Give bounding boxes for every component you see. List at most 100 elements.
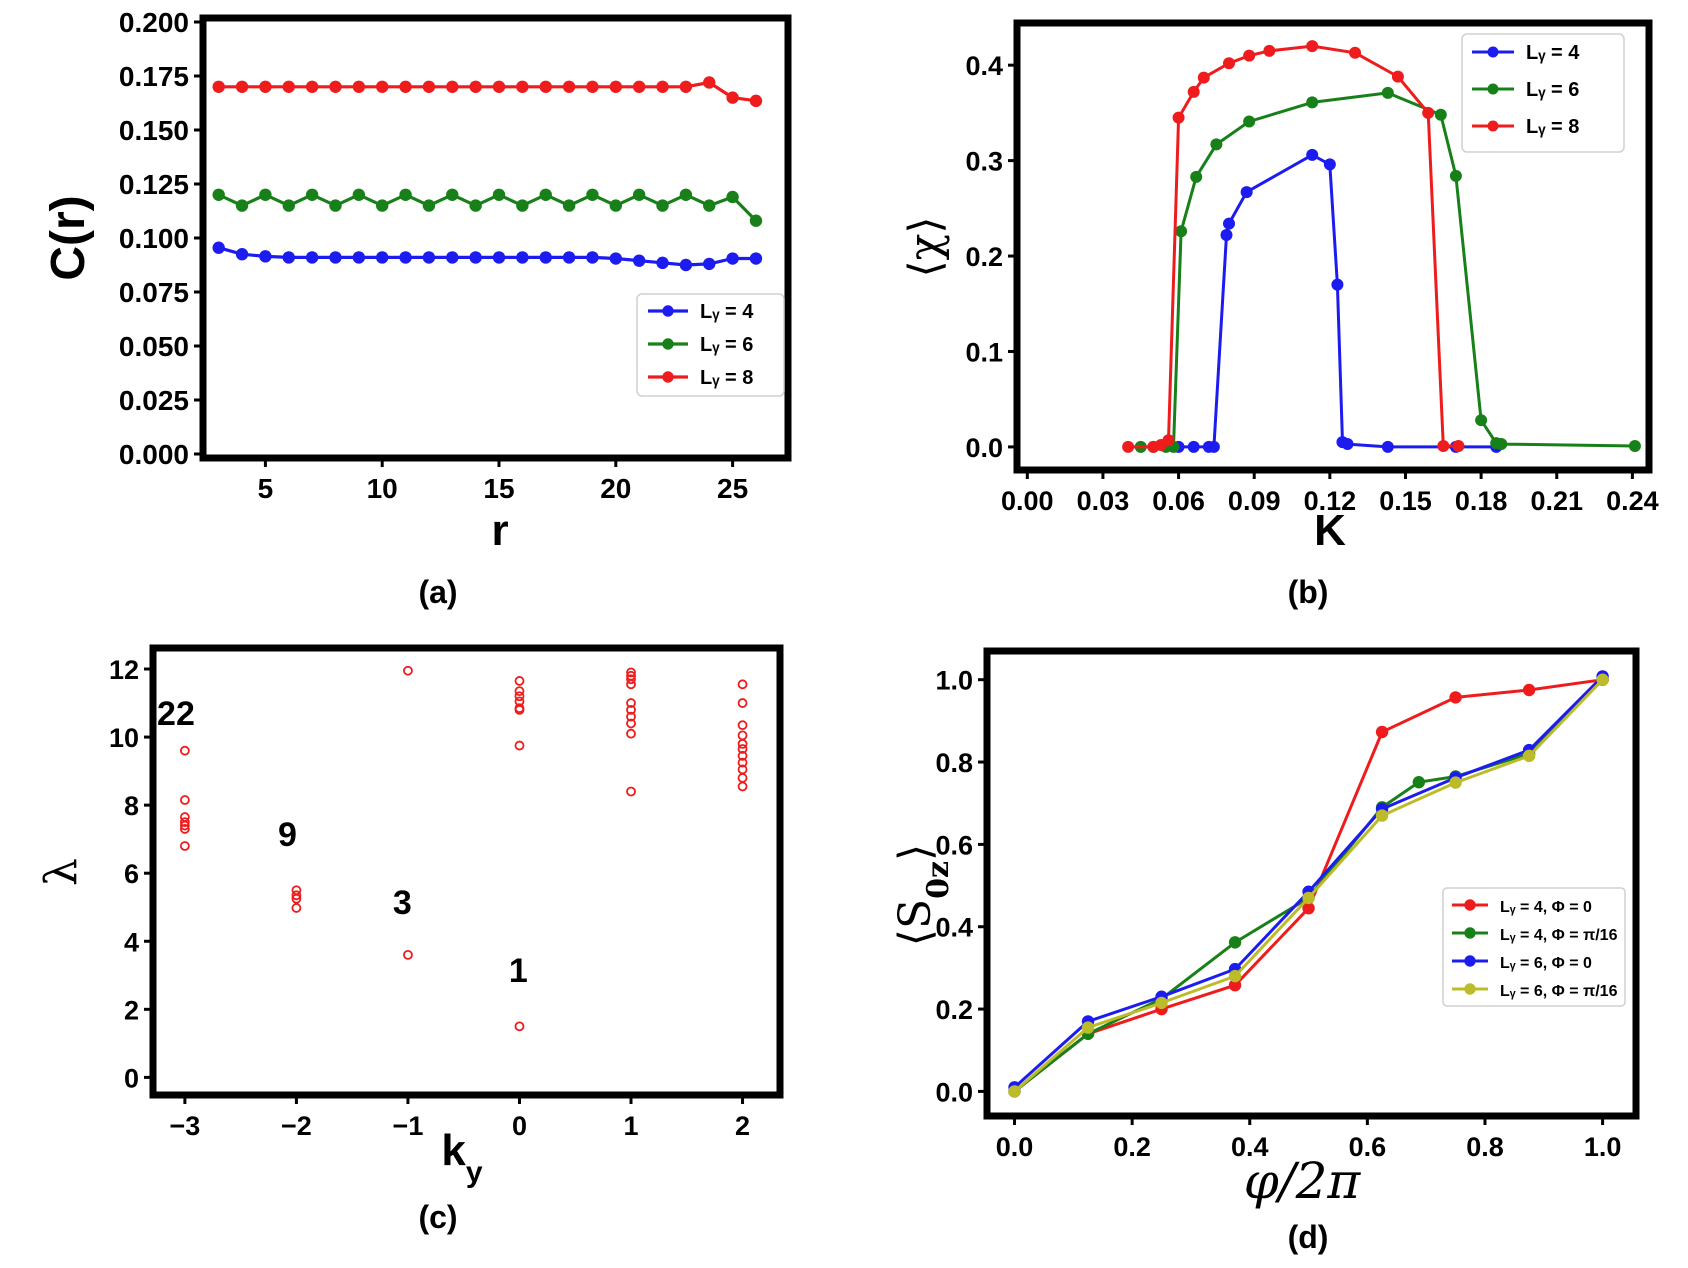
data-point <box>1452 439 1465 452</box>
series-3 <box>212 76 763 108</box>
data-point <box>562 80 576 94</box>
legend-label: Lᵧ = 6, Φ = π/16 <box>1500 983 1618 1000</box>
x-tick-label: 0.2 <box>1113 1132 1151 1162</box>
y-tick-label: 0.4 <box>965 51 1003 81</box>
panel-b-ticks: 0.00 0.03 0.06 0.09 0.12 0.15 0.18 0.21 0.24 0.0 0… <box>965 51 1658 516</box>
x-tick-label: 0.15 <box>1379 486 1432 516</box>
data-point <box>1302 902 1315 915</box>
data-point <box>235 80 249 94</box>
x-tick-label: 0.00 <box>1001 486 1054 516</box>
x-tick-label: 15 <box>483 473 514 504</box>
data-point <box>626 679 636 690</box>
data-point <box>469 251 482 264</box>
x-tick-label: 0.6 <box>1349 1132 1387 1162</box>
data-point <box>291 903 302 913</box>
panel-d-frame <box>983 647 1640 1120</box>
data-point <box>1228 936 1242 949</box>
data-point <box>586 80 599 94</box>
y-tick-label: 0.6 <box>935 830 973 860</box>
data-point <box>446 251 459 264</box>
data-point <box>679 80 693 94</box>
data-point <box>679 258 693 272</box>
data-point <box>1306 96 1319 109</box>
data-point <box>352 80 366 94</box>
y-tick-label: 0.075 <box>119 277 189 308</box>
data-point <box>1302 891 1315 905</box>
panel-c-marks <box>179 665 748 1032</box>
data-point <box>1331 278 1344 291</box>
data-point <box>1223 57 1235 70</box>
data-point <box>1187 440 1200 453</box>
x-tick-label: −1 <box>393 1111 424 1141</box>
data-point <box>1207 440 1220 453</box>
data-point <box>1341 438 1354 451</box>
panel-b-xlabel: K <box>1314 506 1346 555</box>
data-point <box>1522 749 1536 763</box>
degeneracy-label: 22 <box>157 695 195 733</box>
panel-b: 0.00 0.03 0.06 0.09 0.12 0.15 0.18 0.21 0.24 0.0 0… <box>900 19 1659 610</box>
data-point <box>179 824 190 834</box>
data-point <box>514 1021 525 1032</box>
legend-label: Lᵧ = 4, Φ = π/16 <box>1500 927 1618 944</box>
legend-label: Lᵧ = 6 <box>1526 79 1579 101</box>
data-point <box>329 251 342 264</box>
data-point <box>259 250 272 263</box>
legend-swatch-marker <box>662 305 674 317</box>
data-point <box>492 188 506 201</box>
x-tick-label: 25 <box>717 473 748 504</box>
data-point <box>586 251 599 264</box>
data-point <box>632 188 646 201</box>
degeneracy-label: 3 <box>393 884 412 922</box>
data-point <box>726 252 739 265</box>
x-tick-label: 0.8 <box>1466 1132 1504 1162</box>
data-point <box>514 704 525 715</box>
panel-a-ylabel: C(r) <box>42 195 95 280</box>
legend-label: Lᵧ = 6 <box>700 334 753 356</box>
data-point <box>626 698 636 708</box>
panel-b-caption: (b) <box>1288 574 1329 610</box>
data-point <box>1243 49 1256 62</box>
panel-a-caption: (a) <box>418 574 457 610</box>
data-point <box>259 80 272 94</box>
data-point <box>749 214 763 227</box>
data-point <box>446 188 459 201</box>
y-tick-label: 0.025 <box>119 385 189 416</box>
series-2 <box>212 188 763 227</box>
data-point <box>305 251 319 264</box>
data-point <box>1306 40 1319 53</box>
data-point <box>737 773 748 783</box>
data-point <box>469 80 482 94</box>
degeneracy-label: 9 <box>278 816 297 854</box>
panel-c-xlabel: ky <box>441 1126 482 1189</box>
legend-label: Lᵧ = 6, Φ = 0 <box>1500 955 1592 972</box>
y-tick-label: 1.0 <box>935 666 973 696</box>
data-point <box>422 80 436 94</box>
data-point <box>399 80 412 94</box>
panel-b-frame <box>1013 19 1653 474</box>
data-point <box>1391 70 1404 83</box>
legend-label: Lᵧ = 4 <box>1526 42 1580 64</box>
data-point <box>399 251 412 264</box>
data-point <box>1162 434 1175 447</box>
x-tick-label: 0.4 <box>1231 1132 1269 1162</box>
y-tick-label: 4 <box>124 927 139 957</box>
data-point <box>626 718 636 729</box>
legend-label: Lᵧ = 8 <box>1526 116 1579 138</box>
data-point <box>609 80 623 94</box>
data-point <box>586 188 599 201</box>
y-tick-label: 0.0 <box>935 1077 973 1107</box>
data-point <box>749 252 763 265</box>
data-point <box>259 188 272 201</box>
legend-label: Lᵧ = 8 <box>700 367 753 389</box>
data-point <box>212 188 225 201</box>
panel-a-legend: Lᵧ = 4 Lᵧ = 6 Lᵧ = 8 <box>636 293 785 397</box>
data-point <box>1210 138 1223 151</box>
data-point <box>539 251 552 264</box>
degeneracy-label: 1 <box>509 952 528 990</box>
data-point <box>656 80 669 94</box>
data-point <box>1522 683 1536 697</box>
data-point <box>609 199 623 212</box>
data-point <box>1375 809 1389 822</box>
data-point <box>1449 776 1462 789</box>
y-tick-label: 0.150 <box>119 115 189 146</box>
